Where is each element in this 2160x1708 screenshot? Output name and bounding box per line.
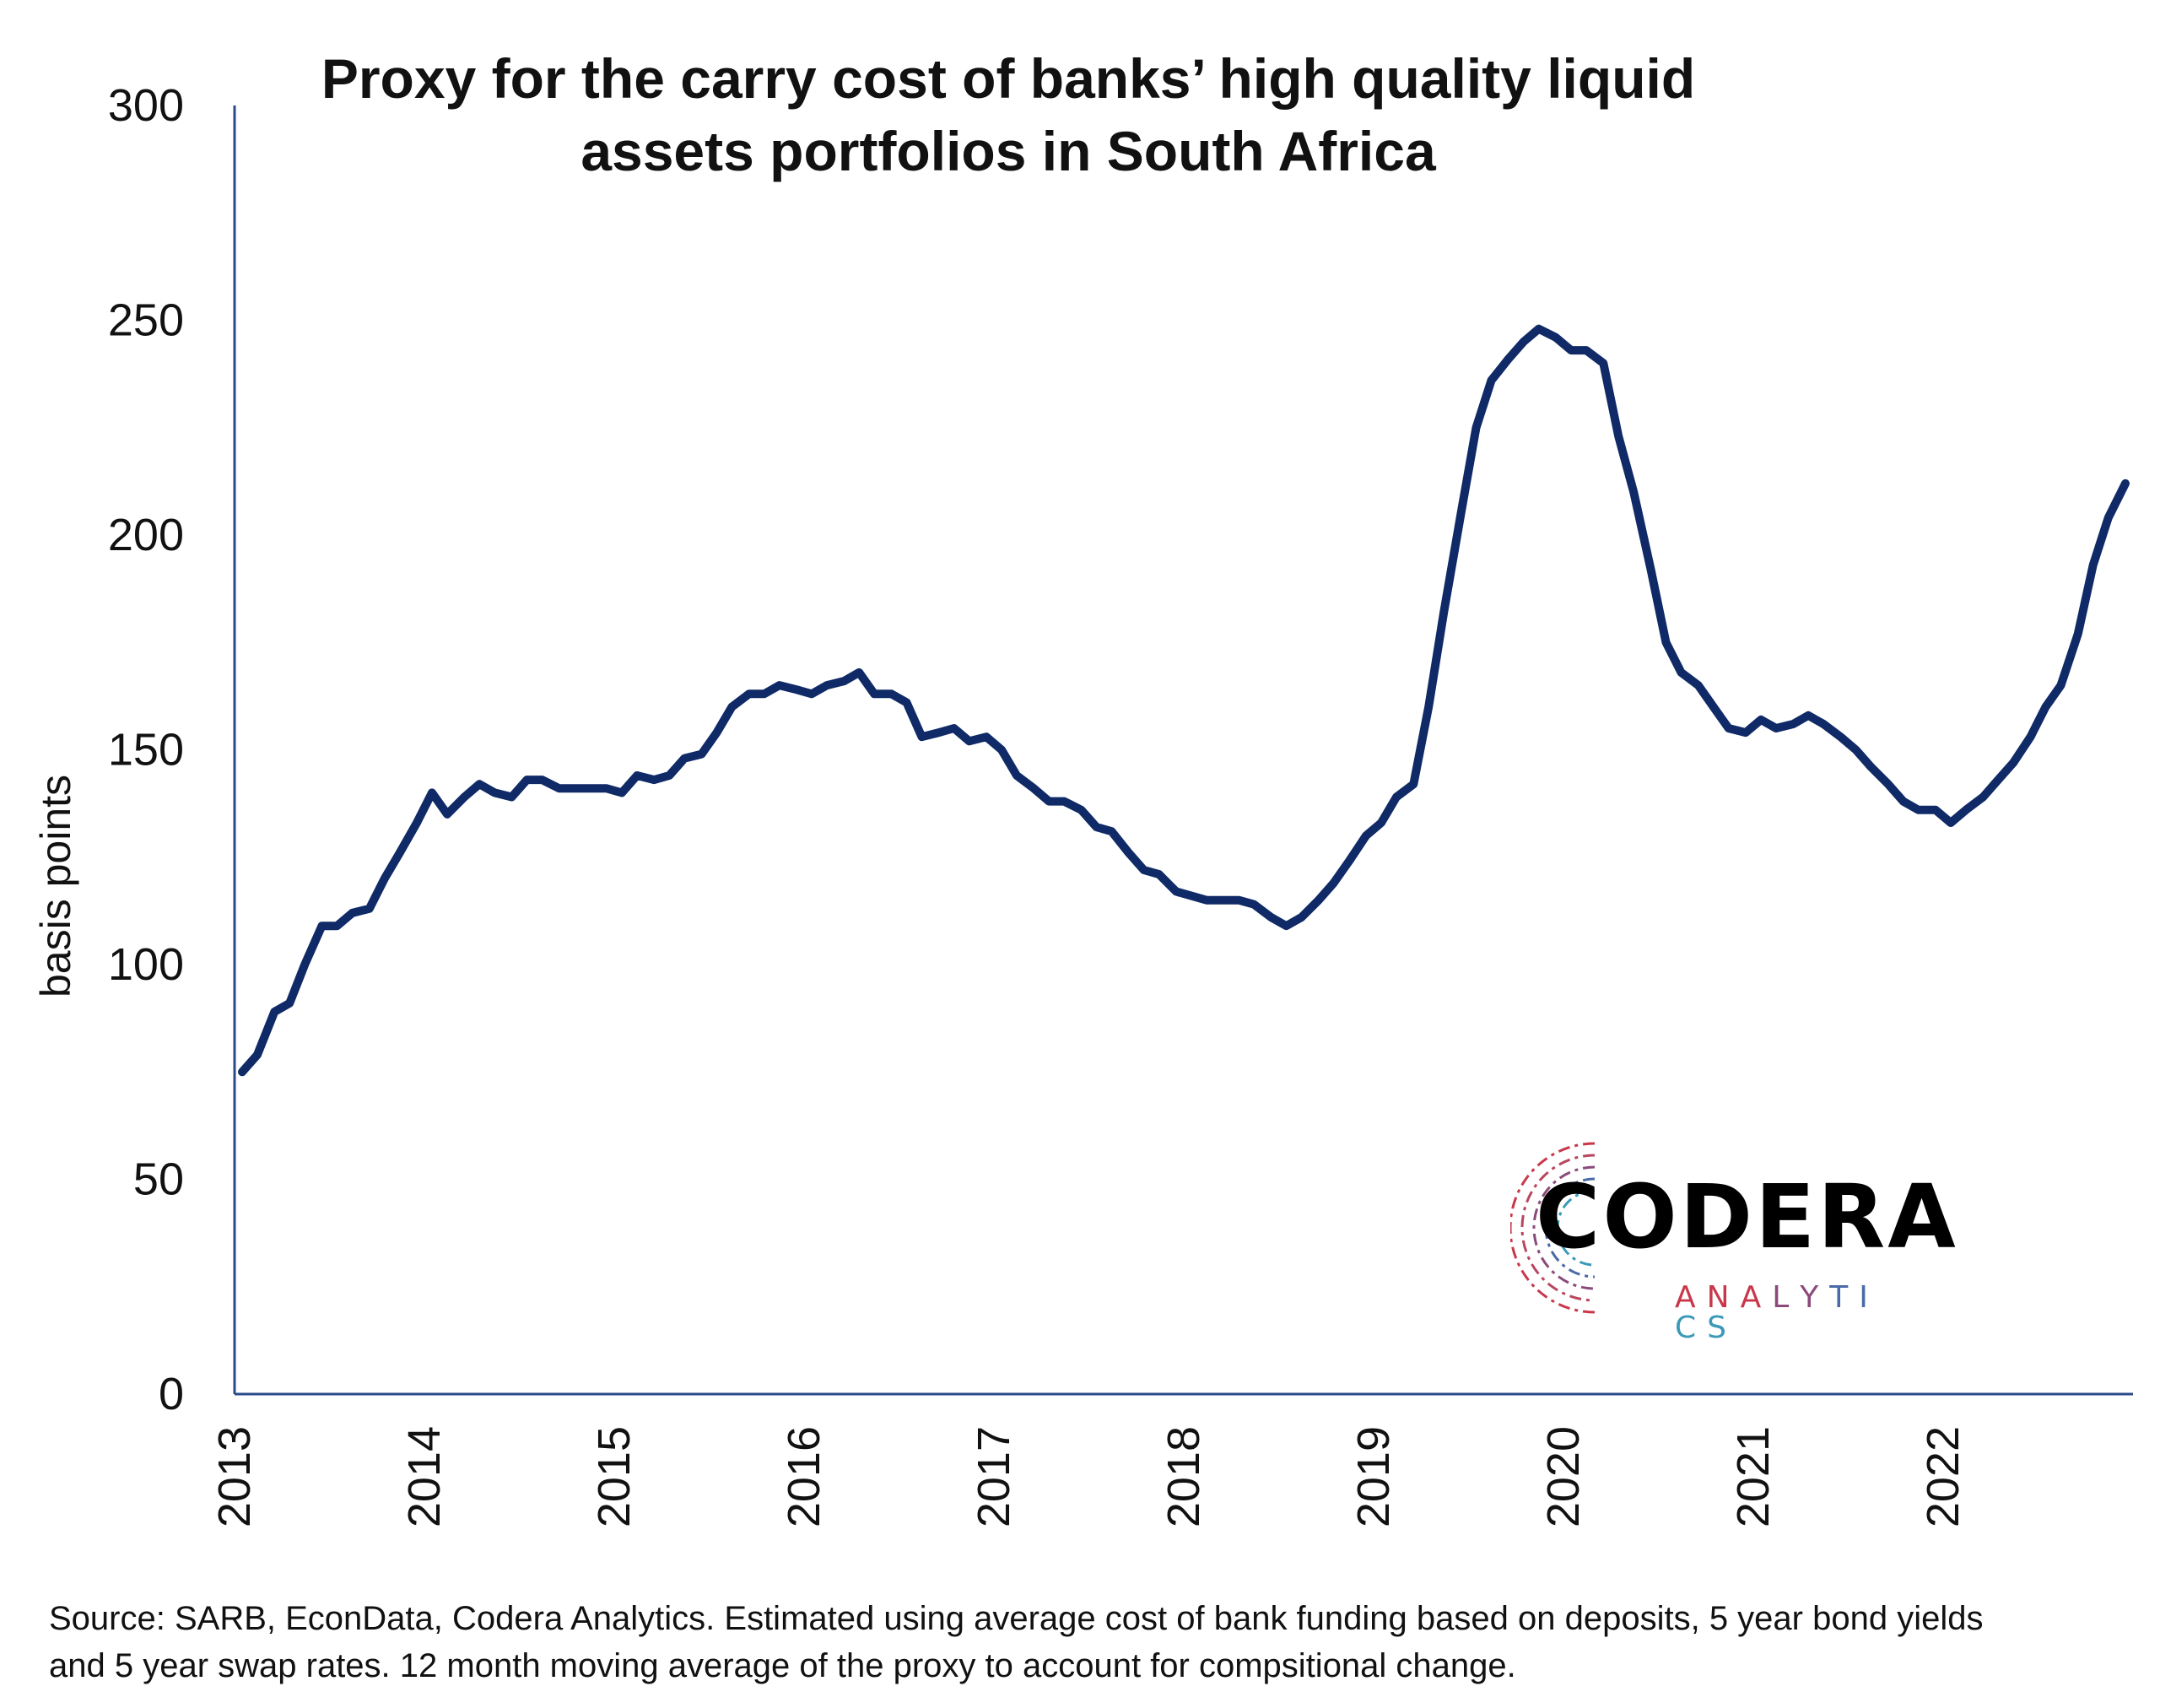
source-note: Source: SARB, EconData, Codera Analytics… — [49, 1595, 2125, 1689]
y-tick-label: 250 — [108, 295, 184, 346]
x-axis-ticks: 2013 2014 2015 2016 2017 2018 2019 2020 2021 2022 — [209, 1426, 1968, 1527]
logo-subtitle-letter: I — [1859, 1280, 1879, 1315]
logo-wordmark: CODERA — [1536, 1165, 1958, 1268]
y-tick-label: 150 — [108, 725, 184, 776]
logo-fingerprint-icon — [1510, 1142, 1596, 1314]
y-tick-label: 100 — [108, 939, 184, 990]
x-tick-label: 2021 — [1728, 1426, 1779, 1527]
logo-subtitle-letter: C — [1675, 1311, 1708, 1345]
series-layer — [238, 324, 2130, 1077]
y-tick-label: 300 — [108, 80, 184, 131]
x-tick-label: 2014 — [399, 1426, 450, 1527]
logo-subtitle: ANALYTICS — [1675, 1283, 1882, 1343]
x-tick-label: 2016 — [779, 1426, 829, 1527]
x-tick-label: 2018 — [1158, 1426, 1209, 1527]
source-line-2: and 5 year swap rates. 12 month moving a… — [49, 1647, 1516, 1684]
codera-logo: CODERA ANALYTICS — [1510, 1127, 1956, 1343]
series-line — [238, 324, 2130, 1077]
y-axis-label: basis points — [32, 774, 79, 998]
y-tick-label: 50 — [133, 1154, 184, 1205]
logo-subtitle-letter: Y — [1800, 1280, 1830, 1315]
source-line-1: Source: SARB, EconData, Codera Analytics… — [49, 1600, 1984, 1637]
logo-subtitle-letter: A — [1675, 1280, 1707, 1315]
chart-title: Proxy for the carry cost of banks’ high … — [321, 42, 1696, 187]
logo-subtitle-letter: S — [1707, 1311, 1737, 1345]
x-tick-label: 2015 — [589, 1426, 640, 1527]
logo-subtitle-letter: T — [1829, 1280, 1860, 1315]
x-tick-label: 2022 — [1918, 1426, 1968, 1527]
logo-subtitle-letter: N — [1706, 1280, 1741, 1315]
y-tick-label: 0 — [159, 1369, 184, 1419]
y-axis-ticks: 0 50 100 150 200 250 300 — [108, 80, 184, 1419]
logo-subtitle-letter: L — [1772, 1280, 1801, 1315]
chart-title-line-2: assets portfolios in South Africa — [580, 120, 1436, 182]
logo-subtitle-letter: A — [1740, 1280, 1773, 1315]
x-tick-label: 2017 — [969, 1426, 1019, 1527]
y-tick-label: 200 — [108, 510, 184, 560]
chart-title-line-1: Proxy for the carry cost of banks’ high … — [321, 47, 1696, 110]
x-tick-label: 2020 — [1538, 1426, 1589, 1527]
x-tick-label: 2019 — [1348, 1426, 1399, 1527]
x-tick-label: 2013 — [209, 1426, 260, 1527]
